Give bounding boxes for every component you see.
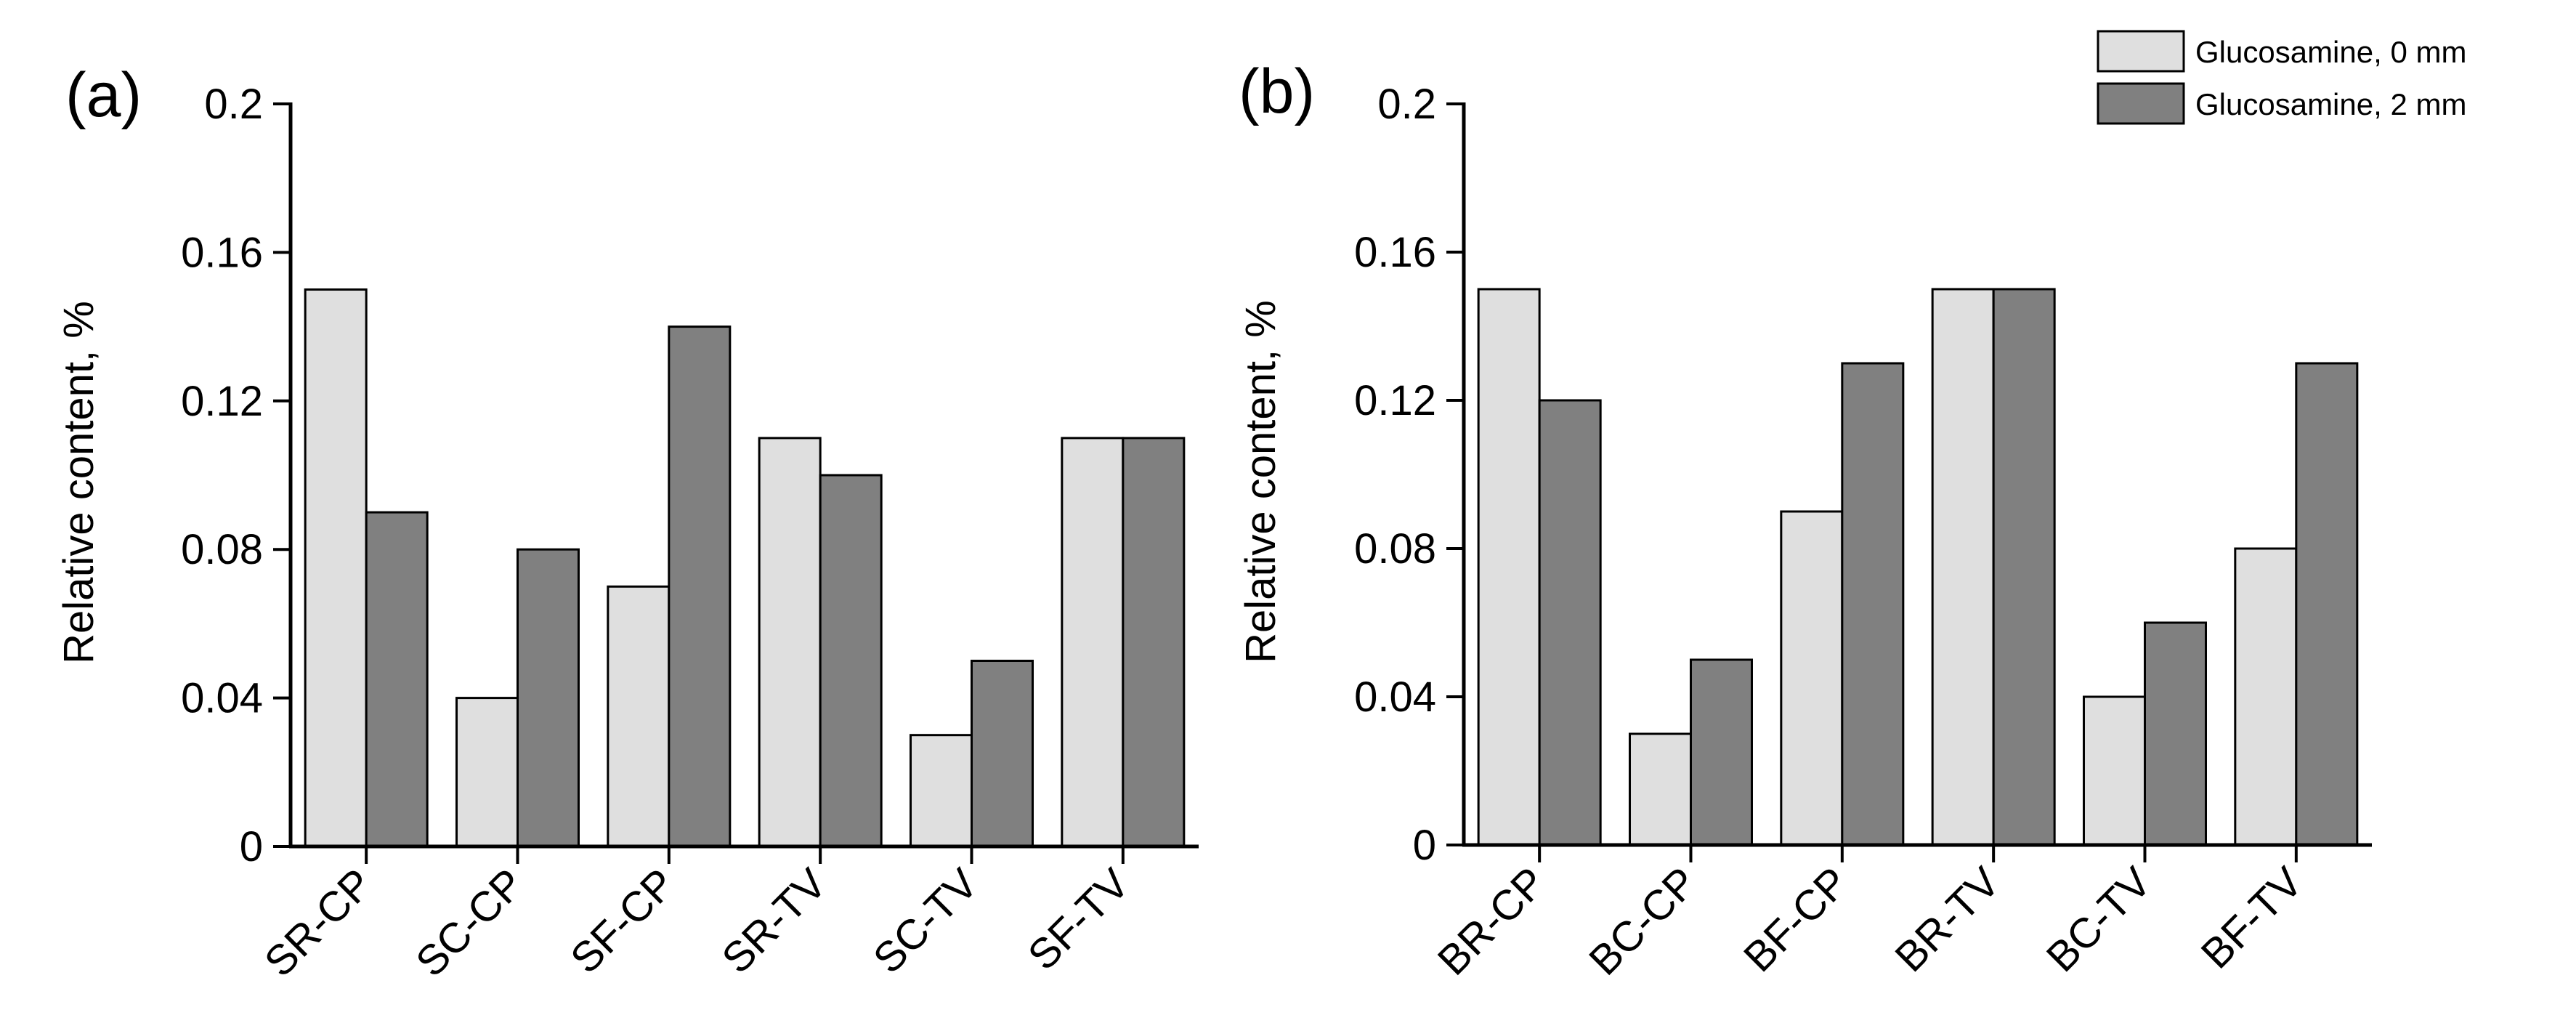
x-category-label-b: BR-CP <box>1429 858 1555 984</box>
x-category-label-a: SC-CP <box>407 860 533 986</box>
y-tick-label-a: 0.12 <box>181 378 263 425</box>
x-category-label-a: SR-CP <box>256 860 382 986</box>
bar-a-sc-tv-s0 <box>910 734 973 848</box>
bar-a-sf-tv-s0 <box>1061 437 1125 848</box>
bar-b-bf-cp-s0 <box>1780 510 1844 846</box>
y-tick-label-b: 0.16 <box>1354 229 1436 276</box>
bar-b-bf-tv-s1 <box>2295 362 2359 846</box>
x-category-label-b: BC-CP <box>1580 858 1706 984</box>
legend-swatch-2mm <box>2097 82 2185 125</box>
y-tick-label-a: 0 <box>240 823 263 870</box>
panel-label-a: (a) <box>65 60 142 130</box>
bar-a-sr-cp-s0 <box>304 288 368 848</box>
y-tick-label-b: 0.2 <box>1377 81 1436 128</box>
x-category-label-b: BC-TV <box>2038 858 2160 981</box>
bar-b-br-tv-s0 <box>1931 288 1995 846</box>
x-category-label-a: SF-CP <box>562 860 684 982</box>
bar-a-sr-tv-s0 <box>758 437 822 848</box>
bar-b-bc-tv-s1 <box>2144 621 2207 846</box>
y-axis-title-a: Relative content, % <box>55 301 102 664</box>
bar-b-br-tv-s1 <box>1992 288 2056 846</box>
y-tick-label-b: 0.08 <box>1354 525 1436 573</box>
y-tick-label-b: 0 <box>1413 822 1436 869</box>
bar-a-sc-cp-s1 <box>517 548 580 848</box>
y-tick-label-a: 0.16 <box>181 229 263 276</box>
bar-b-bf-tv-s0 <box>2234 547 2298 846</box>
legend-label-2mm: Glucosamine, 2 mm <box>2195 87 2466 121</box>
bar-b-bc-tv-s0 <box>2083 695 2146 846</box>
bar-b-bc-cp-s0 <box>1629 732 1692 846</box>
legend-swatch-0mm <box>2097 30 2185 73</box>
x-category-label-a: SC-TV <box>864 860 987 982</box>
legend: Glucosamine, 0 mm Glucosamine, 2 mm <box>2097 30 2466 125</box>
y-tick-label-a: 0.08 <box>181 526 263 573</box>
y-axis-title-b: Relative content, % <box>1237 300 1284 663</box>
x-category-label-b: BF-TV <box>2192 858 2312 978</box>
bar-b-br-cp-s0 <box>1477 288 1541 846</box>
bar-b-bf-cp-s1 <box>1841 362 1905 846</box>
x-category-label-b: BR-TV <box>1886 858 2009 981</box>
y-tick-label-b: 0.12 <box>1354 377 1436 424</box>
y-tick-label-a: 0.04 <box>181 675 263 722</box>
bar-b-br-cp-s1 <box>1538 399 1602 846</box>
panel-b: (b) Relative content, % 0 0.04 0.08 0.12 0.16 0… <box>1237 57 2372 984</box>
x-category-label-a: SF-TV <box>1019 860 1139 979</box>
x-category-label-b: BF-CP <box>1735 858 1858 981</box>
bar-a-sc-tv-s1 <box>971 660 1034 848</box>
y-tick-label-a: 0.2 <box>204 81 263 128</box>
bar-a-sc-cp-s0 <box>455 697 519 848</box>
panel-a: (a) Relative content, % 0 0.04 0.08 0.12 0.16 0… <box>55 60 1199 986</box>
bar-a-sr-tv-s1 <box>819 474 883 848</box>
panel-label-b: (b) <box>1239 57 1315 126</box>
y-tick-label-b: 0.04 <box>1354 674 1436 721</box>
legend-label-0mm: Glucosamine, 0 mm <box>2195 35 2466 69</box>
x-category-label-a: SR-TV <box>713 860 835 982</box>
bar-a-sf-cp-s1 <box>668 326 732 848</box>
bar-a-sf-tv-s1 <box>1122 437 1186 848</box>
bar-a-sr-cp-s1 <box>365 511 429 848</box>
bar-a-sf-cp-s0 <box>607 585 671 848</box>
bar-b-bc-cp-s1 <box>1690 658 1753 846</box>
